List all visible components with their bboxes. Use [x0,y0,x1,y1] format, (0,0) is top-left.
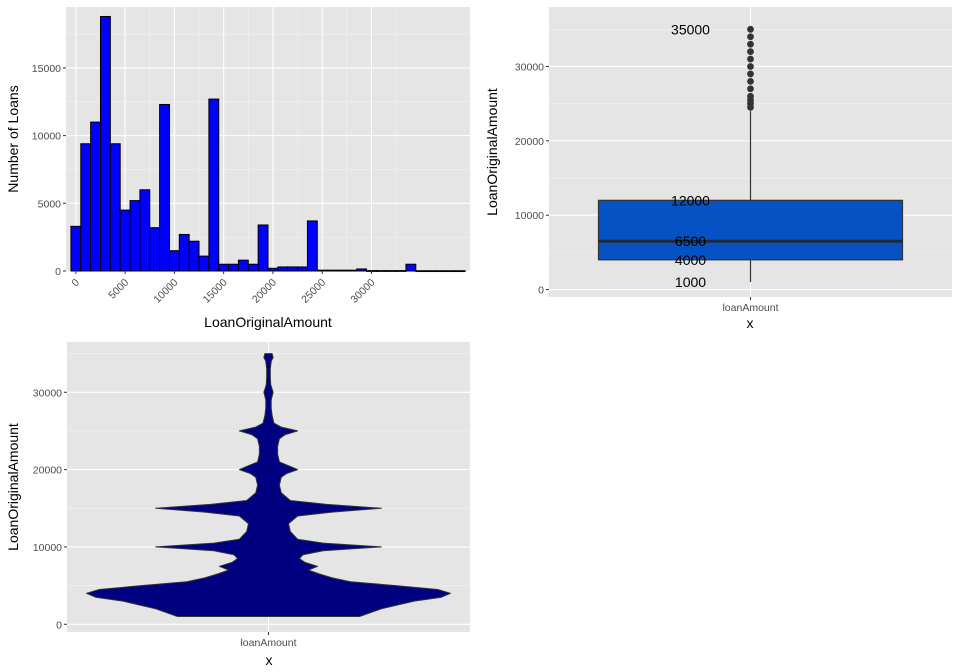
boxplot-value-annotation: 6500 [675,233,706,249]
boxplot-outlier-point [747,25,754,33]
histogram-x-tick-label: 10000 [151,277,180,306]
histogram-y-tick-label: 15000 [32,63,61,75]
histogram-x-axis-title: LoanOriginalAmount [204,314,332,330]
violin-x-axis-title: x [266,652,273,668]
histogram-bar [346,269,358,272]
histogram-bar [306,220,318,272]
violin-y-tick-label: 20000 [33,465,62,477]
histogram-bar [247,263,259,272]
boxplot-x-tick-label: loanAmount [722,302,778,314]
histogram-bar [188,240,200,272]
boxplot-x-axis-title: x [747,315,754,331]
violin-y-axis-title: LoanOriginalAmount [5,423,21,551]
histogram-y-axis-title: Number of Loans [5,85,21,192]
histogram-bar [385,270,397,272]
histogram-x-tick-label: 0 [69,277,82,290]
histogram-bar [149,227,161,272]
histogram-bar [336,269,348,272]
histogram-bar [119,209,131,272]
violin-y-tick-label: 0 [56,619,62,631]
histogram-x-tick-label: 5000 [106,277,131,302]
histogram-bar [375,270,387,272]
histogram-bar [257,224,269,272]
histogram-bar [287,266,299,272]
histogram-x-tick-label: 30000 [348,277,377,306]
histogram-bar [129,200,141,272]
histogram-bar [90,121,101,272]
histogram-bar [198,255,210,272]
boxplot-y-tick-label: 10000 [515,210,544,222]
violin-shape [86,353,451,617]
histogram-bar [228,263,239,272]
boxplot-outlier-point [747,33,754,41]
histogram-bar [326,269,338,272]
histogram-bar [454,270,466,273]
histogram-bar [109,143,121,272]
boxplot-box [597,199,904,261]
boxplot-outlier-point [747,92,754,100]
violin-x-tick-label: loanAmount [240,637,296,649]
violin-chart: 0 10000 20000 30000 loanAmount x LoanOrigin… [5,342,470,668]
histogram-bar [435,270,446,273]
boxplot-y-tick-label: 20000 [515,136,544,148]
boxplot-outlier-point [747,48,754,56]
histogram-bar [405,263,417,272]
histogram-bar [139,189,151,272]
histogram-bar [277,266,289,272]
histogram-y-tick-label: 10000 [32,131,61,143]
histogram-y-tick-label: 5000 [38,198,62,210]
histogram-bar [415,270,427,273]
histogram-bar [178,233,190,272]
boxplot-outlier-point [747,55,754,63]
violin-y-tick-label: 10000 [33,542,62,554]
histogram-bar [425,270,437,273]
histogram-bar [208,98,220,272]
boxplot-outlier-point [747,63,754,70]
histogram-bar [267,267,279,272]
boxplot-value-annotation: 12000 [671,192,710,208]
histogram-x-tick-label: 20000 [250,277,279,306]
histogram-bar [80,143,92,272]
histogram-bar [237,259,249,272]
histogram-bar [159,103,170,272]
histogram-bar [168,250,180,272]
boxplot-y-tick-label: 0 [538,285,544,297]
histogram-x-tick-label: 15000 [201,277,230,306]
boxplot-value-annotation: 35000 [671,21,710,37]
histogram-chart: 0 5000 10000 15000 20000 25000 30000 0 5000 1000… [5,7,470,330]
boxplot-value-annotation: 4000 [675,252,706,268]
boxplot-outlier-point [747,70,754,78]
boxplot-y-tick-label: 30000 [515,61,544,73]
boxplot-outlier-point [747,77,754,85]
histogram-bar [316,269,328,272]
histogram-bar [70,225,82,272]
boxplot-y-axis-title: LoanOriginalAmount [484,88,500,216]
histogram-bar [297,266,308,272]
histogram-x-tick-label: 25000 [299,277,328,306]
histogram-bar [444,270,456,273]
boxplot-outlier-point [747,85,754,93]
boxplot-value-annotation: 1000 [675,274,706,290]
violin-y-tick-label: 30000 [33,387,62,399]
histogram-y-tick-label: 0 [55,266,61,278]
histogram-bar [395,270,407,272]
boxplot-outlier-point [747,40,754,48]
histogram-bar [356,268,368,272]
histogram-bar [99,15,111,272]
histogram-bar [218,263,230,272]
